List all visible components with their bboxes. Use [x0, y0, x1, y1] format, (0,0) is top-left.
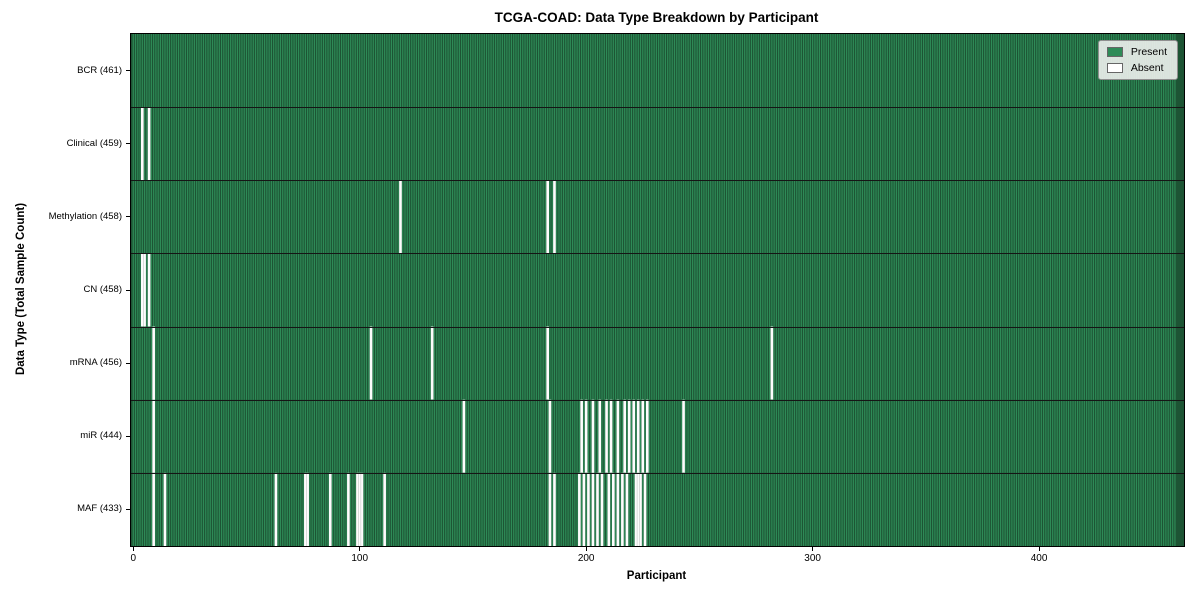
- x-tick-label: 400: [1030, 553, 1048, 564]
- legend-label-present: Present: [1130, 46, 1167, 58]
- legend: Present Absent: [1097, 40, 1178, 80]
- y-tick-mark: [126, 362, 130, 364]
- x-tick-label: 100: [351, 553, 369, 564]
- x-tick-label: 0: [130, 553, 137, 564]
- row-label-mRNA: mRNA (456): [69, 357, 122, 369]
- x-tick-mark: [812, 547, 814, 551]
- y-tick-mark: [126, 508, 130, 510]
- x-axis-label: Participant: [626, 570, 687, 582]
- x-tick-mark: [359, 547, 361, 551]
- x-tick-mark: [1038, 547, 1040, 551]
- x-tick-label: 200: [577, 553, 595, 564]
- plot-area: Present Absent: [130, 33, 1185, 547]
- row-label-Methylation: Methylation (458): [48, 210, 122, 222]
- absent-swatch: [1106, 63, 1123, 73]
- present-swatch: [1106, 47, 1123, 57]
- x-tick-mark: [132, 547, 134, 551]
- y-tick-mark: [126, 143, 130, 145]
- legend-label-absent: Absent: [1130, 62, 1164, 74]
- row-label-MAF: MAF (433): [77, 503, 122, 515]
- x-tick-label: 300: [804, 553, 821, 564]
- y-tick-mark: [126, 435, 130, 437]
- row-label-miR: miR (444): [80, 430, 122, 442]
- chart-title: TCGA-COAD: Data Type Breakdown by Partic…: [494, 10, 819, 25]
- presence-matrix-canvas: [131, 34, 1184, 546]
- y-tick-mark: [126, 70, 130, 72]
- legend-item-absent: Absent: [1106, 62, 1167, 74]
- row-label-CN: CN (458): [83, 284, 122, 295]
- y-tick-mark: [126, 289, 130, 291]
- legend-item-present: Present: [1106, 46, 1167, 58]
- y-tick-mark: [126, 216, 130, 218]
- row-label-BCR: BCR (461): [77, 64, 122, 76]
- row-label-Clinical: Clinical (459): [66, 137, 122, 149]
- x-tick-mark: [585, 547, 587, 551]
